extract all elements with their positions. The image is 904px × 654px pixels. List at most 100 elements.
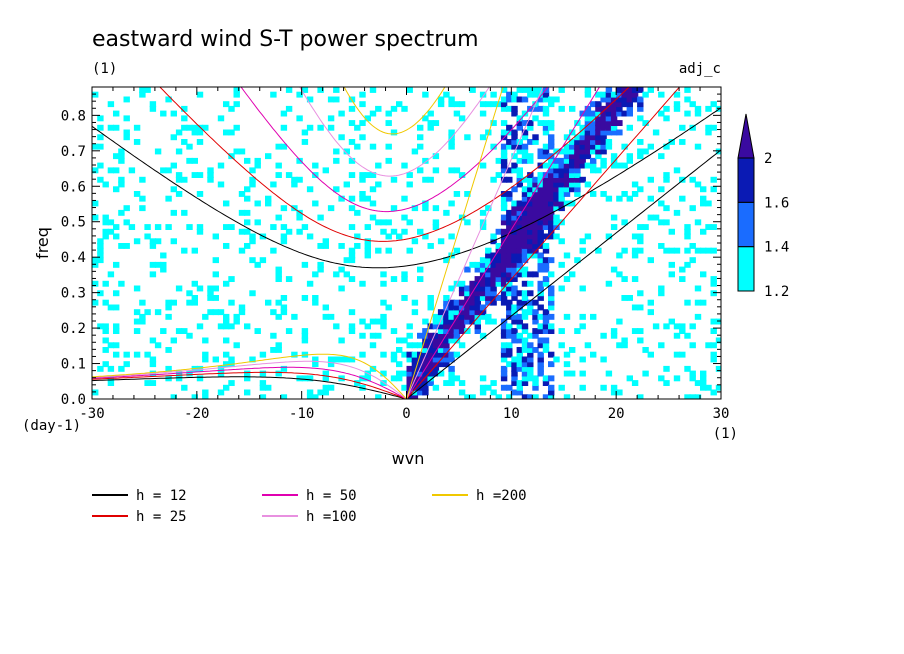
contour-cell — [139, 299, 146, 306]
contour-cell — [715, 337, 721, 344]
contour-cell — [553, 195, 560, 202]
contour-cell — [511, 139, 518, 145]
contour-cell — [133, 318, 141, 325]
contour-cell — [537, 261, 544, 268]
contour-cell — [411, 342, 419, 349]
contour-cell — [469, 285, 476, 292]
contour-cell — [327, 96, 335, 103]
contour-cell — [233, 91, 240, 98]
contour-cell — [637, 105, 644, 112]
contour-cell — [364, 243, 371, 249]
contour-cell — [92, 214, 99, 221]
kelvin-wave-curve — [406, 87, 544, 399]
contour-cell — [406, 342, 413, 349]
contour-cell — [485, 205, 492, 212]
contour-cell — [228, 129, 235, 136]
contour-cell — [579, 143, 586, 150]
contour-cell — [217, 323, 225, 330]
contour-cell — [437, 370, 445, 377]
contour-cell — [380, 351, 387, 358]
contour-cell — [511, 162, 518, 169]
contour-cell — [312, 200, 319, 207]
contour-cell — [558, 261, 565, 268]
contour-cell — [275, 214, 282, 221]
contour-cell — [569, 271, 576, 278]
contour-cell — [527, 299, 534, 306]
contour-cell — [694, 219, 702, 226]
contour-cell — [537, 285, 544, 292]
contour-cell — [548, 299, 555, 306]
contour-cell — [280, 205, 288, 212]
contour-cell — [610, 101, 618, 108]
contour-cell — [464, 266, 471, 273]
contour-cell — [469, 313, 476, 320]
contour-cell — [479, 110, 487, 117]
contour-cell — [537, 186, 544, 193]
contour-cell — [500, 290, 508, 297]
contour-cell — [532, 205, 539, 212]
chart-title: eastward wind S-T power spectrum — [92, 27, 479, 52]
contour-cell — [684, 233, 691, 240]
contour-cell — [705, 129, 712, 136]
contour-cell — [474, 276, 481, 282]
contour-cell — [595, 247, 602, 254]
contour-cell — [542, 394, 550, 399]
contour-cell — [590, 139, 597, 145]
contour-cell — [548, 124, 555, 131]
contour-cell — [700, 375, 707, 382]
contour-cell — [333, 157, 340, 164]
contour-cell — [694, 285, 702, 292]
contour-cell — [679, 195, 686, 202]
contour-cell — [495, 261, 502, 268]
contour-cell — [427, 370, 434, 377]
contour-cell — [275, 172, 282, 178]
contour-cell — [532, 219, 539, 226]
contour-cell — [322, 384, 329, 391]
contour-cell — [448, 356, 455, 363]
contour-cell — [448, 167, 455, 174]
contour-cell — [500, 200, 508, 207]
contour-cell — [558, 148, 565, 155]
contour-cell — [102, 328, 109, 334]
contour-cell — [469, 309, 476, 316]
contour-cell — [385, 120, 392, 126]
contour-cell — [548, 228, 555, 235]
contour-cell — [579, 247, 586, 254]
contour-cell — [495, 257, 502, 264]
contour-cell — [464, 219, 471, 226]
contour-cell — [574, 181, 581, 188]
contour-cell — [511, 266, 518, 273]
contour-cell — [154, 309, 162, 316]
contour-cell — [521, 96, 529, 103]
contour-cell — [626, 105, 633, 112]
contour-cell — [521, 186, 529, 193]
contour-cell — [448, 380, 455, 386]
contour-cell — [542, 120, 550, 126]
contour-cell — [485, 318, 492, 325]
contour-cell — [275, 342, 282, 349]
contour-cell — [605, 129, 613, 136]
contour-cell — [469, 299, 476, 306]
contour-cell — [411, 375, 419, 382]
contour-cell — [139, 87, 146, 93]
contour-cell — [495, 228, 502, 235]
contour-cell — [584, 148, 592, 155]
contour-cell — [338, 337, 345, 344]
contour-cell — [437, 351, 445, 358]
contour-cell — [139, 195, 146, 202]
contour-cell — [521, 370, 529, 377]
contour-cell — [506, 342, 513, 349]
contour-cell — [569, 370, 576, 377]
contour-cell — [516, 181, 523, 188]
contour-cell — [223, 224, 230, 230]
contour-cell — [532, 105, 539, 112]
contour-cell — [605, 143, 613, 150]
contour-cell — [500, 342, 508, 349]
contour-cell — [490, 101, 497, 108]
contour-cell — [92, 280, 99, 287]
contour-cell — [380, 271, 387, 278]
contour-cell — [537, 172, 544, 178]
contour-cell — [165, 299, 172, 306]
contour-cell — [516, 157, 523, 164]
contour-cell — [542, 313, 550, 320]
